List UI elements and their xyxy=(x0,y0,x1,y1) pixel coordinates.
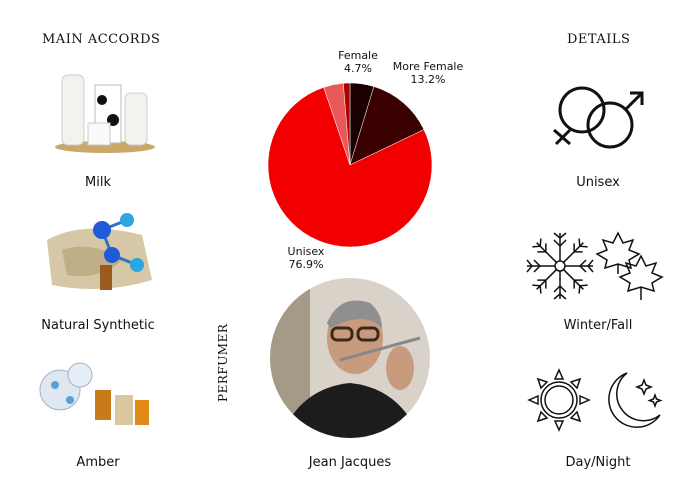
pie-slice-more-female xyxy=(349,86,425,166)
detail-season-label: Winter/Fall xyxy=(563,318,633,333)
pie-slice-unisex xyxy=(267,87,433,248)
milk-bottles-image xyxy=(55,74,155,153)
details-heading: DETAILS xyxy=(567,32,631,47)
perfumer-name: Jean Jacques xyxy=(308,455,392,470)
pie-label-unisex: Unisex 76.9% xyxy=(287,245,325,271)
perfumer-photo xyxy=(270,278,430,438)
molecule-fabric-image xyxy=(47,213,152,290)
accord-milk-label: Milk xyxy=(85,175,111,190)
pie-label-more-female: More Female 13.2% xyxy=(392,60,464,86)
pie-label-female: Female 4.7% xyxy=(338,49,378,75)
amber-bottles-image xyxy=(39,362,149,425)
accord-natural-synthetic-label: Natural Synthetic xyxy=(41,318,155,333)
sun-moon-icon xyxy=(527,368,663,432)
detail-unisex-label: Unisex xyxy=(576,175,620,190)
accord-amber-label: Amber xyxy=(76,455,120,470)
perfumer-heading: PERFUMER xyxy=(216,323,230,402)
pie-slice-unlabeled-4 xyxy=(343,82,351,166)
snowflake-leaves-icon xyxy=(526,231,664,300)
gender-symbols-icon xyxy=(553,86,644,149)
gender-pie-chart xyxy=(267,82,433,248)
main-accords-heading: MAIN ACCORDS xyxy=(42,32,161,47)
detail-time-label: Day/Night xyxy=(565,455,631,470)
